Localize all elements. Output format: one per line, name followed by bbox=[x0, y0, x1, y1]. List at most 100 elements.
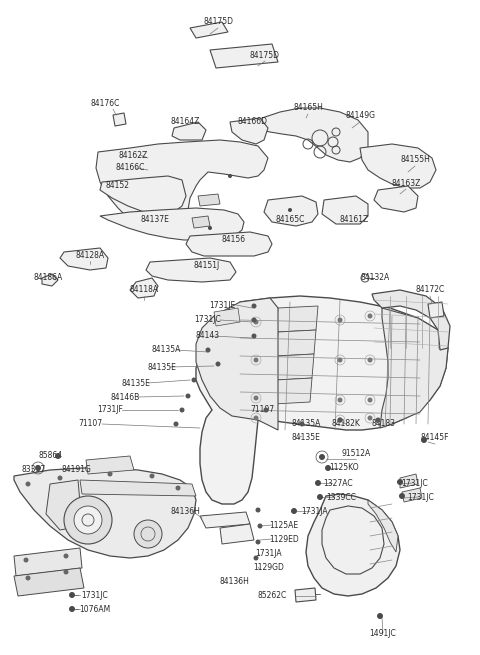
Text: 1731JC: 1731JC bbox=[194, 316, 221, 324]
Polygon shape bbox=[306, 494, 400, 596]
Text: 84135E: 84135E bbox=[291, 434, 321, 443]
Circle shape bbox=[173, 422, 179, 426]
Text: 71107: 71107 bbox=[250, 405, 274, 415]
Text: 1731JA: 1731JA bbox=[302, 506, 328, 515]
Text: 1076AM: 1076AM bbox=[79, 605, 110, 614]
Polygon shape bbox=[220, 524, 254, 544]
Polygon shape bbox=[186, 232, 272, 256]
Polygon shape bbox=[100, 176, 186, 214]
Polygon shape bbox=[295, 588, 316, 602]
Circle shape bbox=[74, 506, 102, 534]
Circle shape bbox=[25, 576, 31, 580]
Circle shape bbox=[337, 318, 343, 322]
Text: 85262C: 85262C bbox=[257, 591, 287, 599]
Text: 71107: 71107 bbox=[78, 419, 102, 428]
Text: 84135A: 84135A bbox=[291, 419, 321, 428]
Circle shape bbox=[63, 569, 69, 574]
Text: 84136H: 84136H bbox=[170, 506, 200, 515]
Text: 84161Z: 84161Z bbox=[339, 214, 369, 223]
Polygon shape bbox=[262, 108, 368, 162]
Text: 84164Z: 84164Z bbox=[170, 117, 200, 126]
Polygon shape bbox=[198, 194, 220, 206]
Polygon shape bbox=[14, 568, 84, 596]
Polygon shape bbox=[274, 378, 312, 404]
Circle shape bbox=[63, 553, 69, 559]
Polygon shape bbox=[80, 480, 196, 496]
Text: 84186A: 84186A bbox=[34, 274, 62, 282]
Text: 84175D: 84175D bbox=[250, 50, 280, 60]
Polygon shape bbox=[60, 248, 108, 270]
Polygon shape bbox=[380, 308, 448, 428]
Text: 84156: 84156 bbox=[222, 236, 246, 244]
Polygon shape bbox=[276, 330, 316, 356]
Circle shape bbox=[315, 480, 321, 486]
Circle shape bbox=[337, 398, 343, 403]
Text: 84191G: 84191G bbox=[61, 464, 91, 474]
Circle shape bbox=[399, 493, 405, 499]
Text: 84137E: 84137E bbox=[141, 214, 169, 223]
Text: 84165C: 84165C bbox=[276, 214, 305, 223]
Text: 84165H: 84165H bbox=[293, 103, 323, 113]
Text: 84175D: 84175D bbox=[203, 18, 233, 26]
Circle shape bbox=[55, 453, 61, 459]
Polygon shape bbox=[196, 296, 448, 504]
Polygon shape bbox=[360, 144, 436, 188]
Text: 84162Z: 84162Z bbox=[119, 151, 148, 160]
Circle shape bbox=[337, 358, 343, 362]
Polygon shape bbox=[428, 302, 444, 318]
Circle shape bbox=[216, 362, 220, 367]
Circle shape bbox=[252, 303, 256, 309]
Circle shape bbox=[253, 396, 259, 400]
Circle shape bbox=[69, 592, 75, 598]
Circle shape bbox=[368, 358, 372, 362]
Circle shape bbox=[253, 415, 259, 421]
Circle shape bbox=[64, 496, 112, 544]
Circle shape bbox=[288, 208, 292, 212]
Circle shape bbox=[253, 358, 259, 362]
Text: 1731JC: 1731JC bbox=[402, 479, 428, 487]
Text: 1125KO: 1125KO bbox=[329, 464, 359, 472]
Text: 1125AE: 1125AE bbox=[269, 521, 299, 529]
Circle shape bbox=[24, 557, 28, 563]
Text: 84135E: 84135E bbox=[121, 379, 150, 388]
Text: 84183: 84183 bbox=[372, 419, 396, 428]
Circle shape bbox=[300, 422, 304, 426]
Polygon shape bbox=[400, 474, 418, 488]
Text: 84172C: 84172C bbox=[415, 286, 444, 295]
Circle shape bbox=[264, 407, 268, 413]
Polygon shape bbox=[14, 548, 82, 576]
Circle shape bbox=[192, 377, 196, 383]
Circle shape bbox=[375, 417, 381, 422]
Text: 84135A: 84135A bbox=[151, 345, 180, 354]
Text: 1731JC: 1731JC bbox=[408, 493, 434, 502]
Text: 84146B: 84146B bbox=[110, 392, 140, 402]
Polygon shape bbox=[372, 290, 450, 350]
Circle shape bbox=[319, 454, 325, 460]
Text: 84135E: 84135E bbox=[147, 362, 177, 371]
Text: 84118A: 84118A bbox=[130, 286, 158, 295]
Polygon shape bbox=[210, 44, 278, 68]
Circle shape bbox=[317, 494, 323, 500]
Polygon shape bbox=[113, 113, 126, 126]
Text: 85864: 85864 bbox=[39, 451, 63, 460]
Text: 84149G: 84149G bbox=[345, 111, 375, 121]
Text: 1491JC: 1491JC bbox=[370, 629, 396, 637]
Polygon shape bbox=[14, 468, 196, 558]
Circle shape bbox=[252, 318, 256, 322]
Text: 84143: 84143 bbox=[196, 331, 220, 341]
Circle shape bbox=[58, 476, 62, 481]
Circle shape bbox=[35, 465, 41, 471]
Text: 84166D: 84166D bbox=[238, 117, 268, 126]
Circle shape bbox=[180, 407, 184, 413]
Text: 1731JF: 1731JF bbox=[97, 405, 123, 415]
Circle shape bbox=[134, 520, 162, 548]
Polygon shape bbox=[172, 122, 206, 140]
Text: 1731JE: 1731JE bbox=[209, 301, 235, 310]
Polygon shape bbox=[230, 118, 268, 144]
Circle shape bbox=[253, 555, 259, 561]
Text: 84136H: 84136H bbox=[219, 576, 249, 586]
Text: 1731JC: 1731JC bbox=[82, 591, 108, 599]
Text: 83397: 83397 bbox=[22, 464, 46, 474]
Text: 1129ED: 1129ED bbox=[269, 534, 299, 544]
Polygon shape bbox=[86, 456, 134, 474]
